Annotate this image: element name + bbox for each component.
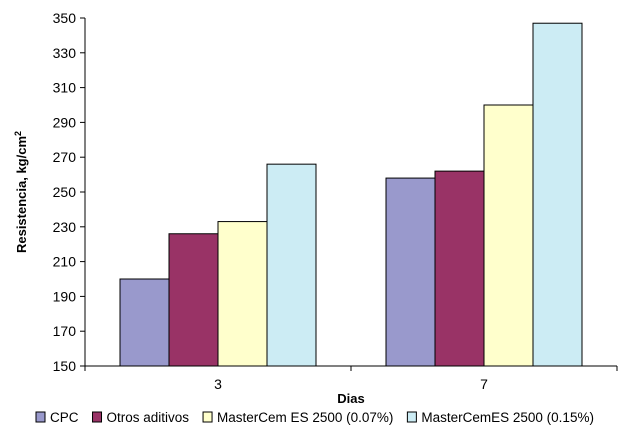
y-axis-ticks: 150 170 190 210 230 250 270 290 310 330 350 bbox=[53, 10, 85, 374]
y-tick-label: 270 bbox=[53, 149, 77, 165]
y-tick-label: 250 bbox=[53, 184, 77, 200]
y-tick-label: 150 bbox=[53, 358, 77, 374]
y-tick-label: 170 bbox=[53, 323, 77, 339]
bar-1-category-7 bbox=[385, 177, 436, 367]
bar-1-category-3 bbox=[119, 278, 170, 367]
bar-3-category-7 bbox=[483, 104, 534, 367]
y-tick-label: 350 bbox=[53, 10, 77, 26]
chart-legend: CPC Otros aditivos MasterCem ES 2500 (0.07… bbox=[35, 410, 594, 425]
legend-swatch bbox=[35, 411, 46, 423]
y-tick-label: 290 bbox=[53, 114, 77, 130]
bar-4-category-3 bbox=[266, 163, 317, 367]
legend-swatch bbox=[92, 411, 103, 423]
legend-label: Otros aditivos bbox=[107, 410, 190, 425]
y-tick-label: 330 bbox=[53, 45, 77, 61]
legend-label: CPC bbox=[50, 410, 79, 425]
legend-label: MasterCem ES 2500 (0.07%) bbox=[217, 410, 393, 425]
y-tick-label: 230 bbox=[53, 219, 77, 235]
y-axis-title-main: Resistencia, kg/cm bbox=[14, 136, 29, 253]
chart-bars bbox=[119, 22, 583, 367]
y-tick-label: 210 bbox=[53, 254, 77, 270]
bar-3-category-3 bbox=[217, 221, 268, 367]
y-axis-title-superscript: 2 bbox=[13, 131, 23, 136]
legend-swatch bbox=[406, 411, 417, 423]
bar-4-category-7 bbox=[532, 22, 583, 367]
bar-2-category-7 bbox=[434, 170, 485, 367]
y-tick-label: 310 bbox=[53, 80, 77, 96]
bar-2-category-3 bbox=[168, 233, 219, 367]
x-tick-label: 7 bbox=[480, 376, 488, 392]
x-tick-label: 3 bbox=[214, 376, 222, 392]
legend-label: MasterCemES 2500 (0.15%) bbox=[421, 410, 594, 425]
x-axis-title: Dias bbox=[337, 391, 364, 406]
y-axis-title: Resistencia, kg/cm2 bbox=[13, 131, 29, 253]
legend-swatch bbox=[202, 411, 213, 423]
y-tick-label: 190 bbox=[53, 288, 77, 304]
